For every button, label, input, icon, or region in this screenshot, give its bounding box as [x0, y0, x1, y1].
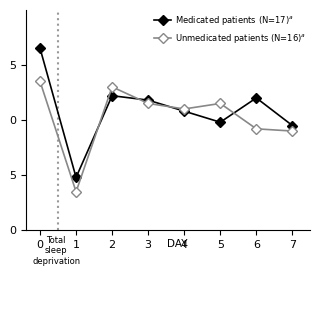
Legend: Medicated patients (N=17)$^a$, Unmedicated patients (N=16)$^a$: Medicated patients (N=17)$^a$, Unmedicat… — [151, 11, 309, 48]
Text: DAY: DAY — [167, 239, 187, 249]
Text: Total
sleep
deprivation: Total sleep deprivation — [32, 236, 80, 266]
